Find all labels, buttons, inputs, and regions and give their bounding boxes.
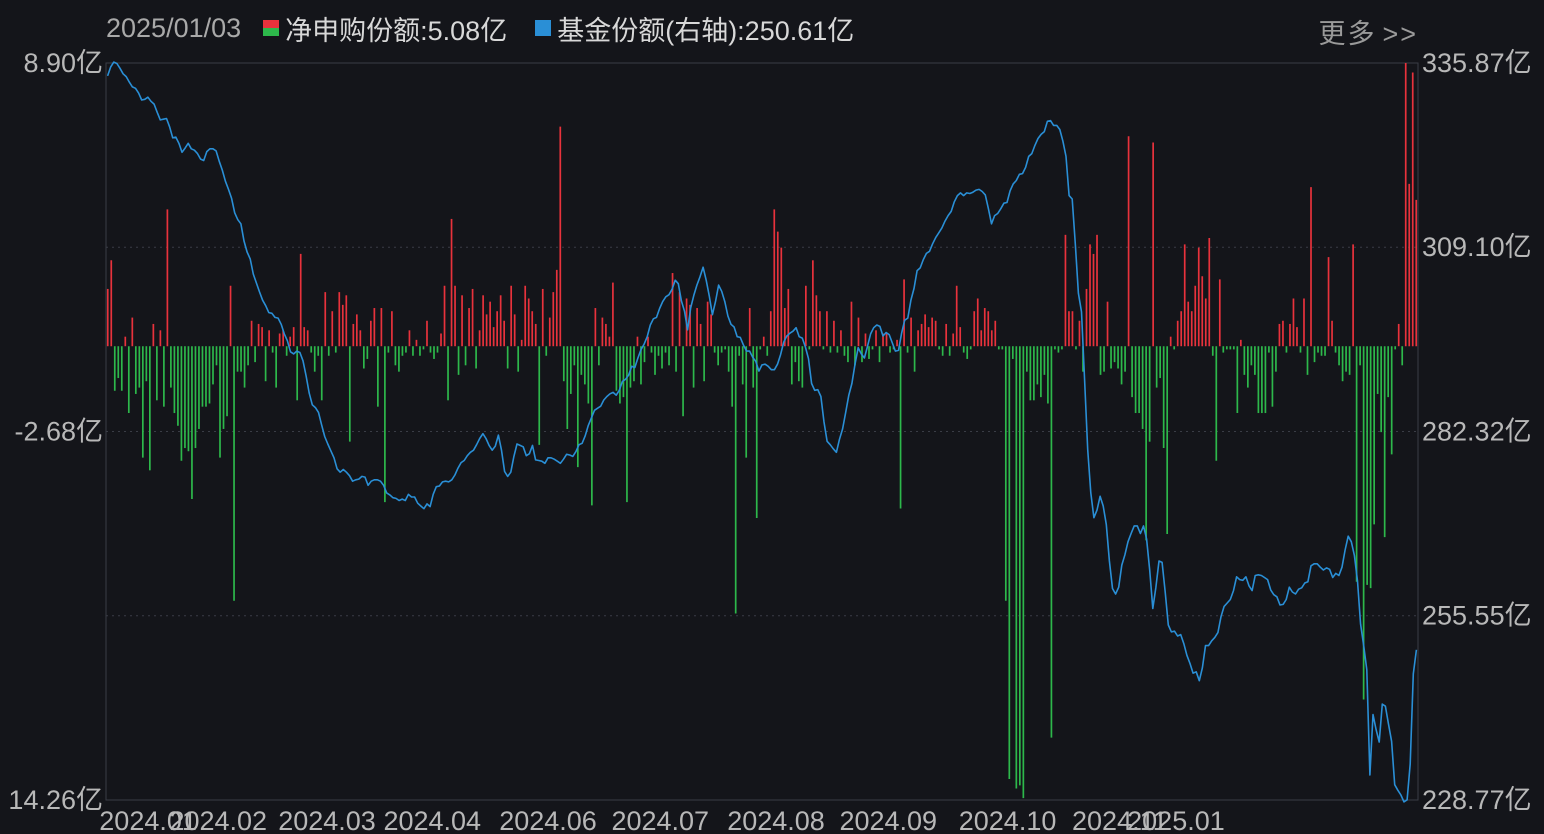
x-axis-tick-label: 2025.01 [1127, 806, 1225, 834]
x-axis-tick-label: 2024.11 [1072, 806, 1168, 834]
plot-frame [105, 62, 1419, 801]
more-link-label: 更多 [1318, 19, 1377, 49]
right-axis-tick-label: 228.77亿 [1422, 785, 1532, 815]
grid-lines [105, 62, 1419, 801]
x-axis-tick-label: 2024.04 [383, 806, 481, 834]
right-axis-tick-label: 282.32亿 [1422, 417, 1532, 447]
legend-net-subscription[interactable]: 净申购份额:5.08亿 [263, 9, 507, 48]
left-axis-tick-label: 8.90亿 [23, 48, 103, 78]
fund-shares-line [106, 61, 1418, 803]
more-link[interactable]: 更多 >> [1312, 12, 1418, 51]
legend-fund-shares-label: 基金份额(右轴):250.61亿 [557, 15, 855, 46]
x-axis-tick-label: 2024.07 [611, 806, 709, 834]
x-axis-tick-label: 2024.10 [959, 806, 1057, 834]
chart-header: 2025/01/03 净申购份额:5.08亿 基金份额(右轴):250.61亿 [106, 8, 854, 48]
net-subscription-swatch-icon [263, 20, 280, 36]
left-axis-tick-label: 14.26亿 [8, 785, 103, 815]
x-axis-tick-label: 2024.03 [278, 806, 376, 834]
fund-shares-line-path [106, 61, 1418, 803]
net-subscription-bars [106, 63, 1418, 799]
header-date: 2025/01/03 [106, 12, 242, 43]
x-axis-tick-label: 2024.08 [727, 806, 825, 834]
fund-shares-swatch-icon [535, 20, 552, 36]
right-axis-tick-label: 255.55亿 [1422, 601, 1532, 631]
legend-fund-shares[interactable]: 基金份额(右轴):250.61亿 [535, 9, 854, 48]
left-axis-tick-label: -2.68亿 [14, 417, 103, 447]
right-axis-tick-label: 309.10亿 [1422, 232, 1532, 262]
right-axis-tick-label: 335.87亿 [1422, 48, 1532, 78]
x-axis-tick-label: 2024.06 [499, 806, 597, 834]
legend-net-subscription-label: 净申购份额:5.08亿 [285, 15, 508, 46]
more-arrows-icon: >> [1382, 19, 1418, 49]
x-axis-tick-label: 2024.09 [839, 806, 937, 834]
axes: 8.90亿 -2.68亿 14.26亿 335.87亿 309.10亿 282.32亿 25… [8, 48, 1531, 834]
x-axis-tick-label: 2024.02 [169, 806, 267, 834]
x-axis-tick-label: 2024.01 [99, 806, 197, 834]
